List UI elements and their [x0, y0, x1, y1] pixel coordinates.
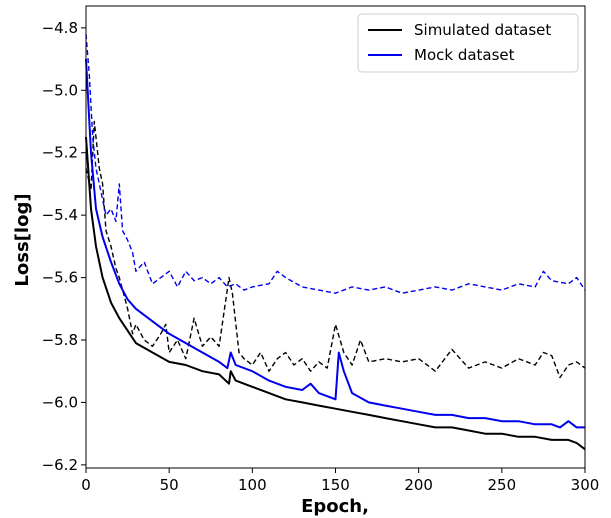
- y-axis-label: Loss[log]: [12, 193, 33, 286]
- y-tick-label: −5.6: [42, 269, 78, 287]
- x-tick-label: 300: [571, 476, 600, 494]
- y-tick-label: −6.2: [42, 456, 78, 474]
- x-tick-label: 150: [321, 476, 350, 494]
- legend-box: [357, 13, 579, 73]
- x-tick-label: 0: [81, 476, 91, 494]
- y-tick-label: −5.0: [42, 81, 78, 99]
- series-line-3: [85, 34, 586, 294]
- series-line-0: [85, 137, 586, 451]
- plot-lines: [85, 34, 586, 451]
- legend-label-mock: Mock dataset: [414, 46, 515, 64]
- series-line-1: [85, 120, 586, 379]
- y-tick-label: −5.2: [42, 144, 78, 162]
- y-tick-label: −4.8: [42, 19, 78, 37]
- x-axis-label: Epoch,: [301, 496, 369, 517]
- y-axis-ticks: −4.8 −5.0 −5.2 −5.4 −5.6 −5.8 −6.0 −6.2: [42, 19, 86, 474]
- x-tick-label: 250: [488, 476, 517, 494]
- x-tick-label: 50: [160, 476, 179, 494]
- x-axis-ticks: 0 50 100 150 200 250 300: [81, 468, 599, 494]
- legend-label-simulated: Simulated dataset: [414, 21, 551, 39]
- x-tick-label: 100: [238, 476, 267, 494]
- x-tick-label: 200: [404, 476, 433, 494]
- series-line-2: [85, 59, 585, 429]
- y-tick-label: −6.0: [42, 393, 78, 411]
- y-tick-label: −5.8: [42, 331, 78, 349]
- legend: Simulated dataset Mock dataset: [357, 13, 579, 73]
- y-tick-label: −5.4: [42, 206, 78, 224]
